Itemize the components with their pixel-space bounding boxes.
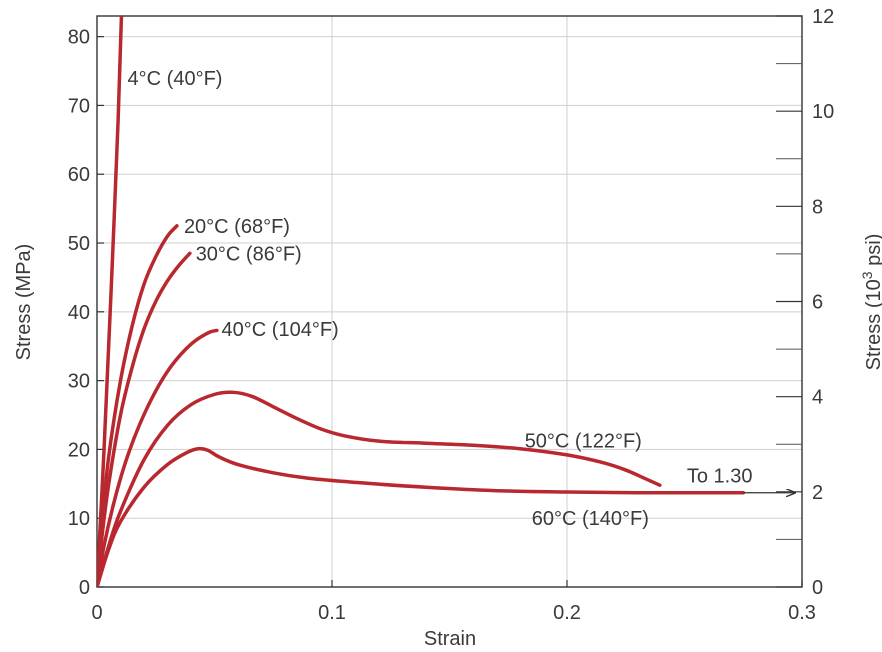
x-tick-label: 0.1 (318, 602, 346, 624)
y-tick-label: 20 (68, 439, 90, 461)
y-tick-label: 40 (68, 302, 90, 324)
series-line-3 (97, 251, 192, 587)
y2-tick-label: 4 (812, 387, 823, 409)
series-label-1: 4°C (40°F) (128, 68, 223, 90)
y2-tick-label: 8 (812, 196, 823, 218)
series-label-5: 50°C (122°F) (525, 430, 642, 452)
y-tick-label: 60 (68, 164, 90, 186)
y-tick-label: 30 (68, 371, 90, 393)
y-tick-label: 10 (68, 508, 90, 530)
series-label-3: 30°C (86°F) (196, 243, 302, 265)
y2-tick-label: 6 (812, 292, 823, 314)
plot-frame (96, 15, 803, 588)
y2-axis-title-suffix: psi) (863, 234, 882, 272)
y2-axis-title-sup: 3 (859, 271, 875, 279)
series-label-6: 60°C (140°F) (532, 508, 649, 530)
grid (97, 16, 802, 587)
y-tick-label: 50 (68, 233, 90, 255)
x-tick-label: 0 (91, 602, 102, 624)
y2-tick-label: 0 (812, 577, 823, 599)
x-tick-label: 0.2 (553, 602, 581, 624)
y2-tick-label: 12 (812, 6, 834, 28)
series-label-2: 20°C (68°F) (184, 216, 290, 238)
y2-tick-label: 2 (812, 482, 823, 504)
series-line-2 (97, 224, 179, 587)
curves (97, 16, 745, 587)
series-line-5 (97, 390, 662, 587)
series-line-6 (97, 446, 745, 587)
y-tick-label: 80 (68, 27, 90, 49)
x-tick-label: 0.3 (788, 602, 816, 624)
y2-axis-title-prefix: Stress (10 (863, 279, 882, 370)
y-tick-label: 0 (79, 577, 90, 599)
labels: 4°C (40°F) 20°C (68°F) 30°C (86°F) 40°C (10… (128, 68, 795, 530)
y2-axis-title: Stress (103 psi) (859, 234, 882, 371)
series-label-4: 40°C (104°F) (222, 319, 339, 341)
y-tick-label: 70 (68, 95, 90, 117)
series-line-1 (97, 16, 124, 587)
annotation-label: To 1.30 (687, 466, 753, 488)
series-line-4 (97, 328, 219, 587)
y-axis-title: Stress (MPa) (13, 244, 35, 361)
y2-tick-label: 10 (812, 101, 834, 123)
axes: 0 0.1 0.2 0.3 0 10 20 30 40 50 60 70 80 0 2 4 6 8 10 12 (68, 6, 835, 624)
x-axis-title: Strain (424, 628, 476, 650)
